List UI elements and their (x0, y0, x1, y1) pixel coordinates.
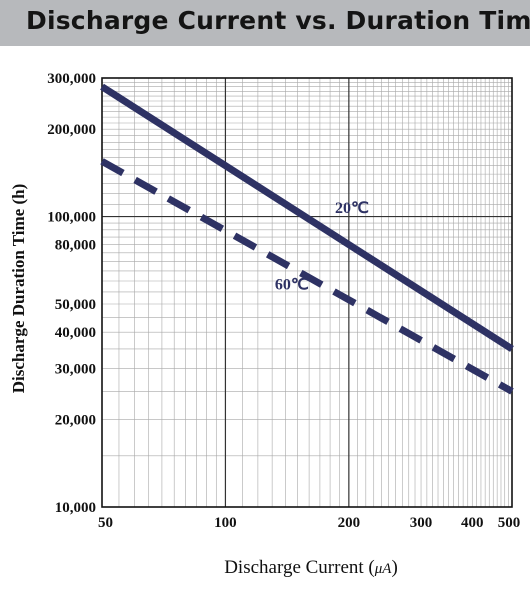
y-axis-title: Discharge Duration Time (h) (9, 184, 28, 394)
x-tick-labels: 50 100 200 300 400 500 (98, 515, 520, 531)
header-bar: Discharge Current vs. Duration Time (0, 0, 530, 46)
y-tick-label: 10,000 (55, 500, 96, 516)
x-axis-title-main: Discharge Current ( (224, 557, 375, 578)
series-label-60c: 60℃ (275, 277, 309, 294)
x-axis-title-unit: μA (374, 561, 393, 577)
page-title: Discharge Current vs. Duration Time (26, 6, 530, 35)
x-tick-label: 500 (498, 515, 521, 531)
x-tick-label: 50 (98, 515, 113, 531)
series-label-20c: 20℃ (335, 200, 369, 217)
y-tick-label: 300,000 (47, 71, 96, 87)
y-tick-label: 80,000 (55, 238, 96, 254)
plot-frame (101, 77, 513, 508)
x-axis-title-close: ) (391, 557, 397, 578)
y-tick-label: 200,000 (47, 122, 96, 138)
y-tick-label: 20,000 (55, 413, 96, 429)
x-tick-label: 200 (338, 515, 361, 531)
y-tick-label: 30,000 (55, 361, 96, 377)
y-tick-labels: 10,000 20,000 30,000 40,000 50,000 80,000 100,… (47, 71, 96, 516)
series-line-60c (100, 158, 514, 395)
y-tick-label: 40,000 (55, 325, 96, 341)
y-tick-label: 50,000 (55, 297, 96, 313)
series-labels: 20℃ 60℃ (275, 200, 369, 294)
x-tick-label: 400 (461, 515, 484, 531)
x-tick-label: 100 (214, 515, 237, 531)
series-group (100, 83, 514, 395)
x-axis-title: Discharge Current (μA) (224, 557, 398, 578)
y-tick-label: 100,000 (47, 210, 96, 226)
x-tick-label: 300 (410, 515, 433, 531)
series-line-20c (100, 83, 514, 352)
minor-grid (101, 77, 513, 508)
